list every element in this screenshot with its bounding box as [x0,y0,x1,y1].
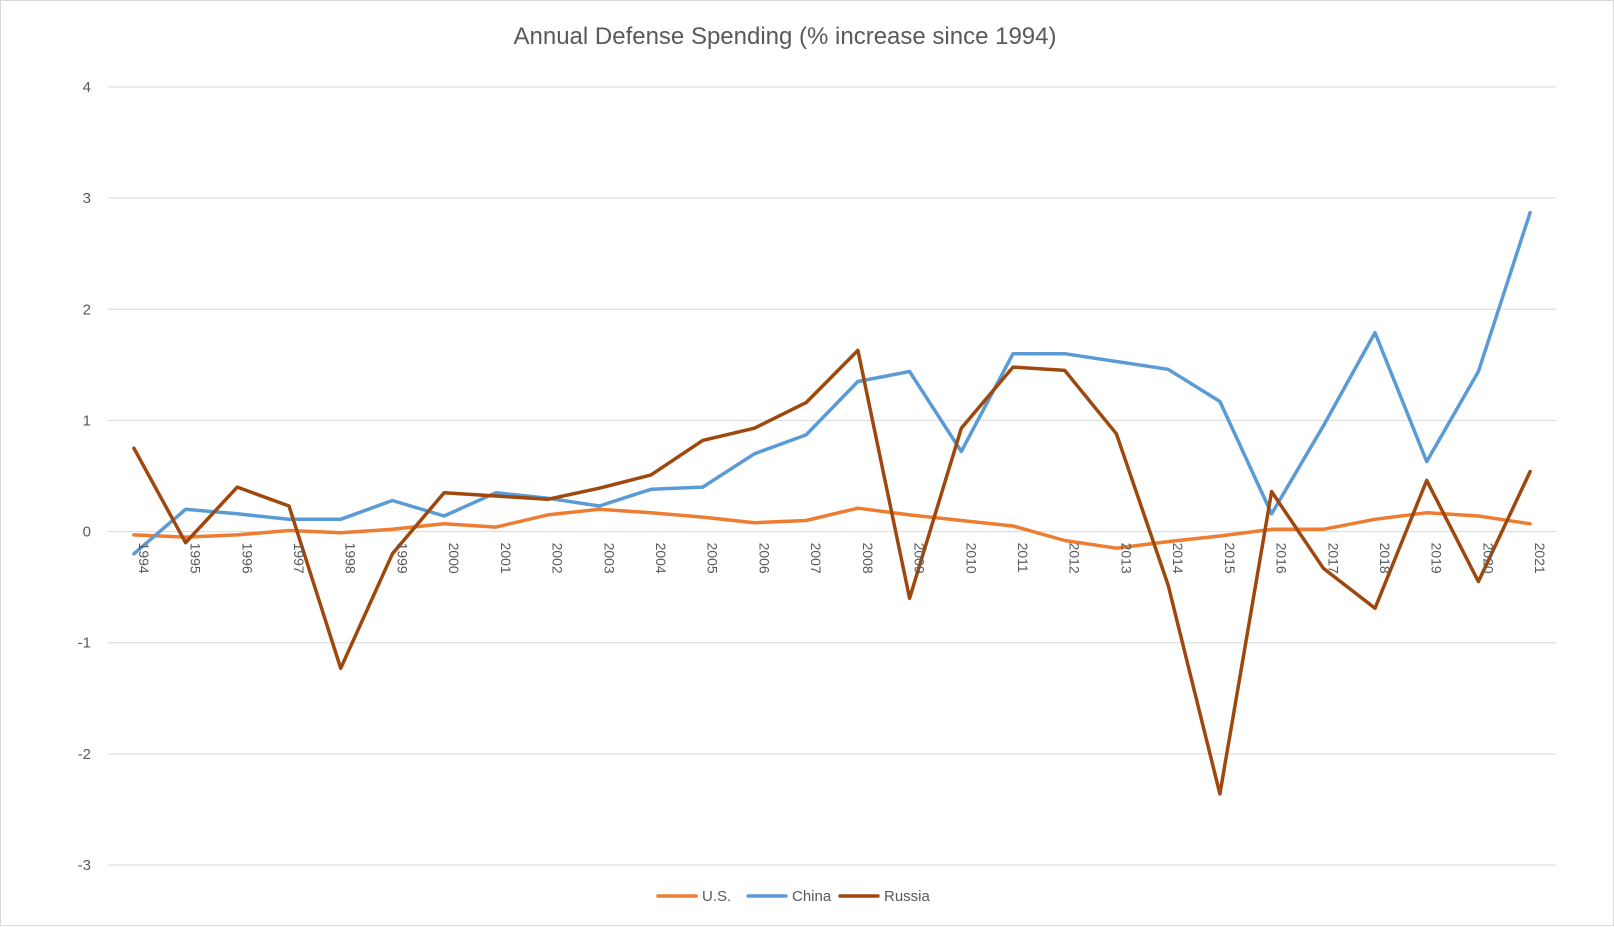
x-tick-label: 2006 [756,543,772,574]
legend: U.S. China Russia [656,888,931,905]
y-tick-label: 3 [83,190,91,207]
y-tick-label: -2 [78,746,91,763]
x-tick-label: 1999 [394,543,410,574]
x-tick-label: 2000 [446,543,462,574]
x-tick-label: 1995 [188,543,204,574]
x-tick-label: 2007 [808,543,824,574]
x-tick-label: 2018 [1377,543,1393,574]
y-tick-label: 1 [83,412,91,429]
x-tick-label: 2017 [1325,543,1341,574]
y-axis-ticks: 4 3 2 1 0 -1 -2 -3 [78,79,91,874]
x-tick-label: 2012 [1067,543,1083,574]
series-line-russia [132,348,1532,796]
y-tick-label: 2 [83,301,91,318]
x-tick-label: 1997 [291,543,307,574]
legend-label: U.S. [702,888,731,905]
x-tick-label: 1998 [343,543,359,574]
x-tick-label: 2008 [860,543,876,574]
x-tick-label: 2001 [498,543,514,574]
y-tick-label: 0 [83,524,91,541]
y-tick-label: -1 [78,635,91,652]
x-tick-label: 2002 [550,543,566,574]
legend-label: China [792,888,832,905]
y-tick-label: 4 [83,79,91,96]
x-tick-label: 2014 [1170,543,1186,574]
series-lines [132,210,1532,796]
x-tick-label: 2009 [912,543,928,574]
legend-label: Russia [884,888,931,905]
x-tick-label: 2013 [1118,543,1134,574]
x-tick-label: 2010 [963,543,979,574]
x-tick-label: 2011 [1015,543,1031,573]
x-tick-label: 1994 [136,543,152,574]
x-tick-label: 2019 [1429,543,1445,574]
x-tick-label: 2004 [653,543,669,574]
x-tick-label: 2005 [705,543,721,574]
gridlines [108,86,1556,866]
x-axis-ticks: 1994 1995 1996 1997 1998 1999 2000 2001 2002 2003… [136,543,1548,574]
x-tick-label: 2020 [1480,543,1496,574]
y-tick-label: -3 [78,857,91,874]
x-tick-label: 2016 [1274,543,1290,574]
x-tick-label: 2021 [1532,543,1548,574]
x-tick-label: 1996 [239,543,255,574]
chart-title: Annual Defense Spending (% increase sinc… [513,23,1056,50]
x-tick-label: 2015 [1222,543,1238,574]
series-line-china [132,210,1532,556]
x-tick-label: 2003 [601,543,617,574]
